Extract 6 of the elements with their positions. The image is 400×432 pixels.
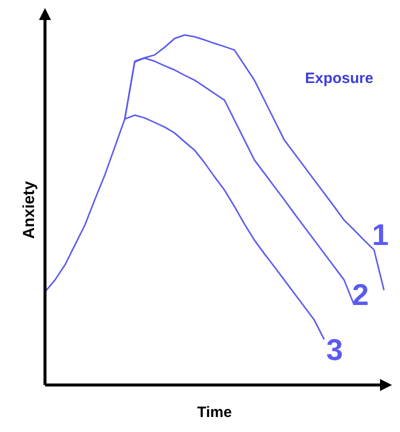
x-axis-title: Time	[197, 404, 232, 421]
y-axis-title: Anxiety	[21, 181, 38, 239]
series-label: 1	[372, 219, 389, 252]
annotation: Exposure	[305, 70, 374, 87]
series-label: 2	[352, 279, 369, 312]
series-label: 3	[326, 334, 343, 367]
